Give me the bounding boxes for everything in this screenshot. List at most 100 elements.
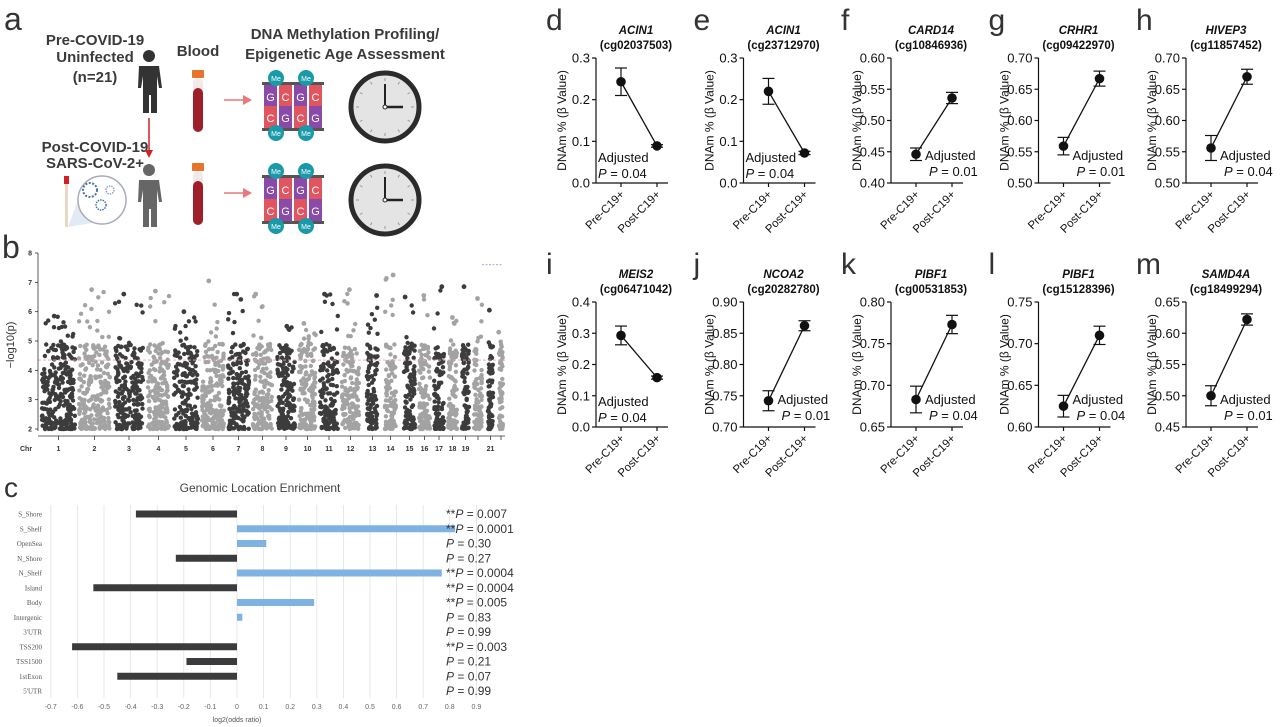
- manhattan-peak-point: [284, 323, 290, 329]
- manhattan-point: [412, 364, 417, 369]
- manhattan-point: [189, 406, 194, 412]
- manhattan-point: [447, 396, 452, 401]
- manhattan-point: [119, 391, 125, 396]
- methyl-label: Me: [301, 76, 311, 83]
- chromosome-label: 17: [435, 446, 443, 453]
- manhattan-point: [486, 408, 491, 413]
- gene-name: SAMD4A: [1202, 269, 1251, 281]
- manhattan-point: [134, 408, 139, 413]
- manhattan-point: [489, 423, 494, 428]
- p-value-annotation: P = 0.01: [1224, 408, 1273, 423]
- manhattan-point: [432, 399, 437, 404]
- gene-name: ACIN1: [765, 25, 801, 37]
- manhattan-point: [497, 413, 503, 418]
- virus-magnifier-icon: [68, 175, 127, 227]
- y-tick-label: 3: [28, 397, 32, 404]
- manhattan-point: [434, 366, 440, 372]
- manhattan-point: [49, 362, 55, 367]
- manhattan-point: [260, 304, 265, 309]
- manhattan-point: [356, 380, 362, 386]
- manhattan-point: [298, 364, 303, 369]
- manhattan-point: [406, 351, 411, 357]
- manhattan-point: [497, 352, 502, 357]
- manhattan-point: [277, 397, 282, 402]
- manhattan-point: [408, 397, 413, 402]
- manhattan-point: [436, 361, 442, 366]
- y-tick-label: 0.70: [1155, 51, 1180, 66]
- manhattan-point: [87, 325, 93, 330]
- manhattan-point: [489, 380, 495, 385]
- manhattan-point: [94, 406, 99, 411]
- manhattan-point: [77, 406, 83, 411]
- manhattan-point: [78, 311, 84, 316]
- manhattan-point: [289, 407, 295, 412]
- panel-letter: l: [989, 248, 996, 281]
- manhattan-point: [214, 326, 219, 331]
- p-value: = 0.21: [454, 655, 491, 669]
- manhattan-point: [138, 393, 143, 398]
- manhattan-point: [192, 315, 197, 320]
- manhattan-point: [302, 411, 307, 417]
- manhattan-point: [90, 426, 95, 432]
- p-value-annotation: **P = 0.0004: [446, 566, 514, 580]
- manhattan-point: [139, 366, 144, 371]
- manhattan-point: [55, 355, 60, 360]
- x-tick-label: -0.2: [178, 704, 190, 711]
- manhattan-peak-point: [121, 291, 127, 297]
- methyl-group-icon: [268, 163, 284, 179]
- manhattan-point: [89, 306, 94, 312]
- manhattan-point: [71, 349, 76, 355]
- manhattan-point: [264, 423, 270, 429]
- manhattan-point: [275, 356, 280, 362]
- chromosome-label: 10: [304, 446, 312, 453]
- manhattan-point: [164, 402, 169, 407]
- manhattan-point: [350, 380, 355, 386]
- manhattan-point: [86, 382, 92, 387]
- manhattan-point: [200, 401, 206, 406]
- manhattan-point: [323, 398, 328, 403]
- manhattan-point: [325, 374, 330, 379]
- significance-stars: **: [446, 596, 456, 610]
- manhattan-point: [448, 338, 454, 343]
- manhattan-point: [77, 411, 82, 416]
- manhattan-peak-point: [390, 272, 396, 278]
- manhattan-point: [174, 413, 179, 418]
- panel-a: a Pre-COVID-19 Uninfected (n=21) Post-CO…: [4, 1, 445, 237]
- y-tick-label: 7: [28, 280, 32, 287]
- y-tick-label: 0.3: [572, 51, 590, 66]
- p-value: = 0.04: [938, 408, 978, 423]
- manhattan-point: [81, 401, 87, 406]
- manhattan-point: [230, 355, 235, 360]
- manhattan-point: [81, 390, 86, 396]
- manhattan-point: [340, 420, 345, 426]
- manhattan-point: [78, 363, 83, 368]
- manhattan-point: [71, 406, 77, 411]
- manhattan-point: [70, 394, 75, 399]
- manhattan-point: [298, 386, 303, 391]
- manhattan-point: [404, 420, 409, 425]
- manhattan-peak-point: [450, 315, 455, 320]
- manhattan-point: [45, 379, 50, 384]
- x-tick-label: -0.3: [151, 704, 163, 711]
- mean-point: [616, 330, 626, 341]
- manhattan-point: [291, 381, 297, 387]
- manhattan-point: [206, 384, 211, 389]
- manhattan-point: [408, 379, 414, 384]
- manhattan-point: [79, 426, 84, 432]
- manhattan-point: [312, 392, 318, 397]
- manhattan-point: [389, 378, 394, 383]
- manhattan-point: [334, 359, 340, 365]
- manhattan-point: [130, 385, 135, 390]
- manhattan-point: [308, 341, 314, 347]
- manhattan-point: [244, 362, 250, 367]
- manhattan-point: [418, 426, 423, 432]
- manhattan-point: [346, 416, 351, 422]
- chromosome-label: 8: [261, 446, 265, 453]
- manhattan-point: [60, 394, 65, 400]
- manhattan-point: [66, 407, 71, 412]
- manhattan-point: [82, 351, 87, 356]
- manhattan-point: [423, 408, 428, 413]
- panel-letter-b: b: [2, 229, 20, 265]
- manhattan-point: [369, 312, 375, 317]
